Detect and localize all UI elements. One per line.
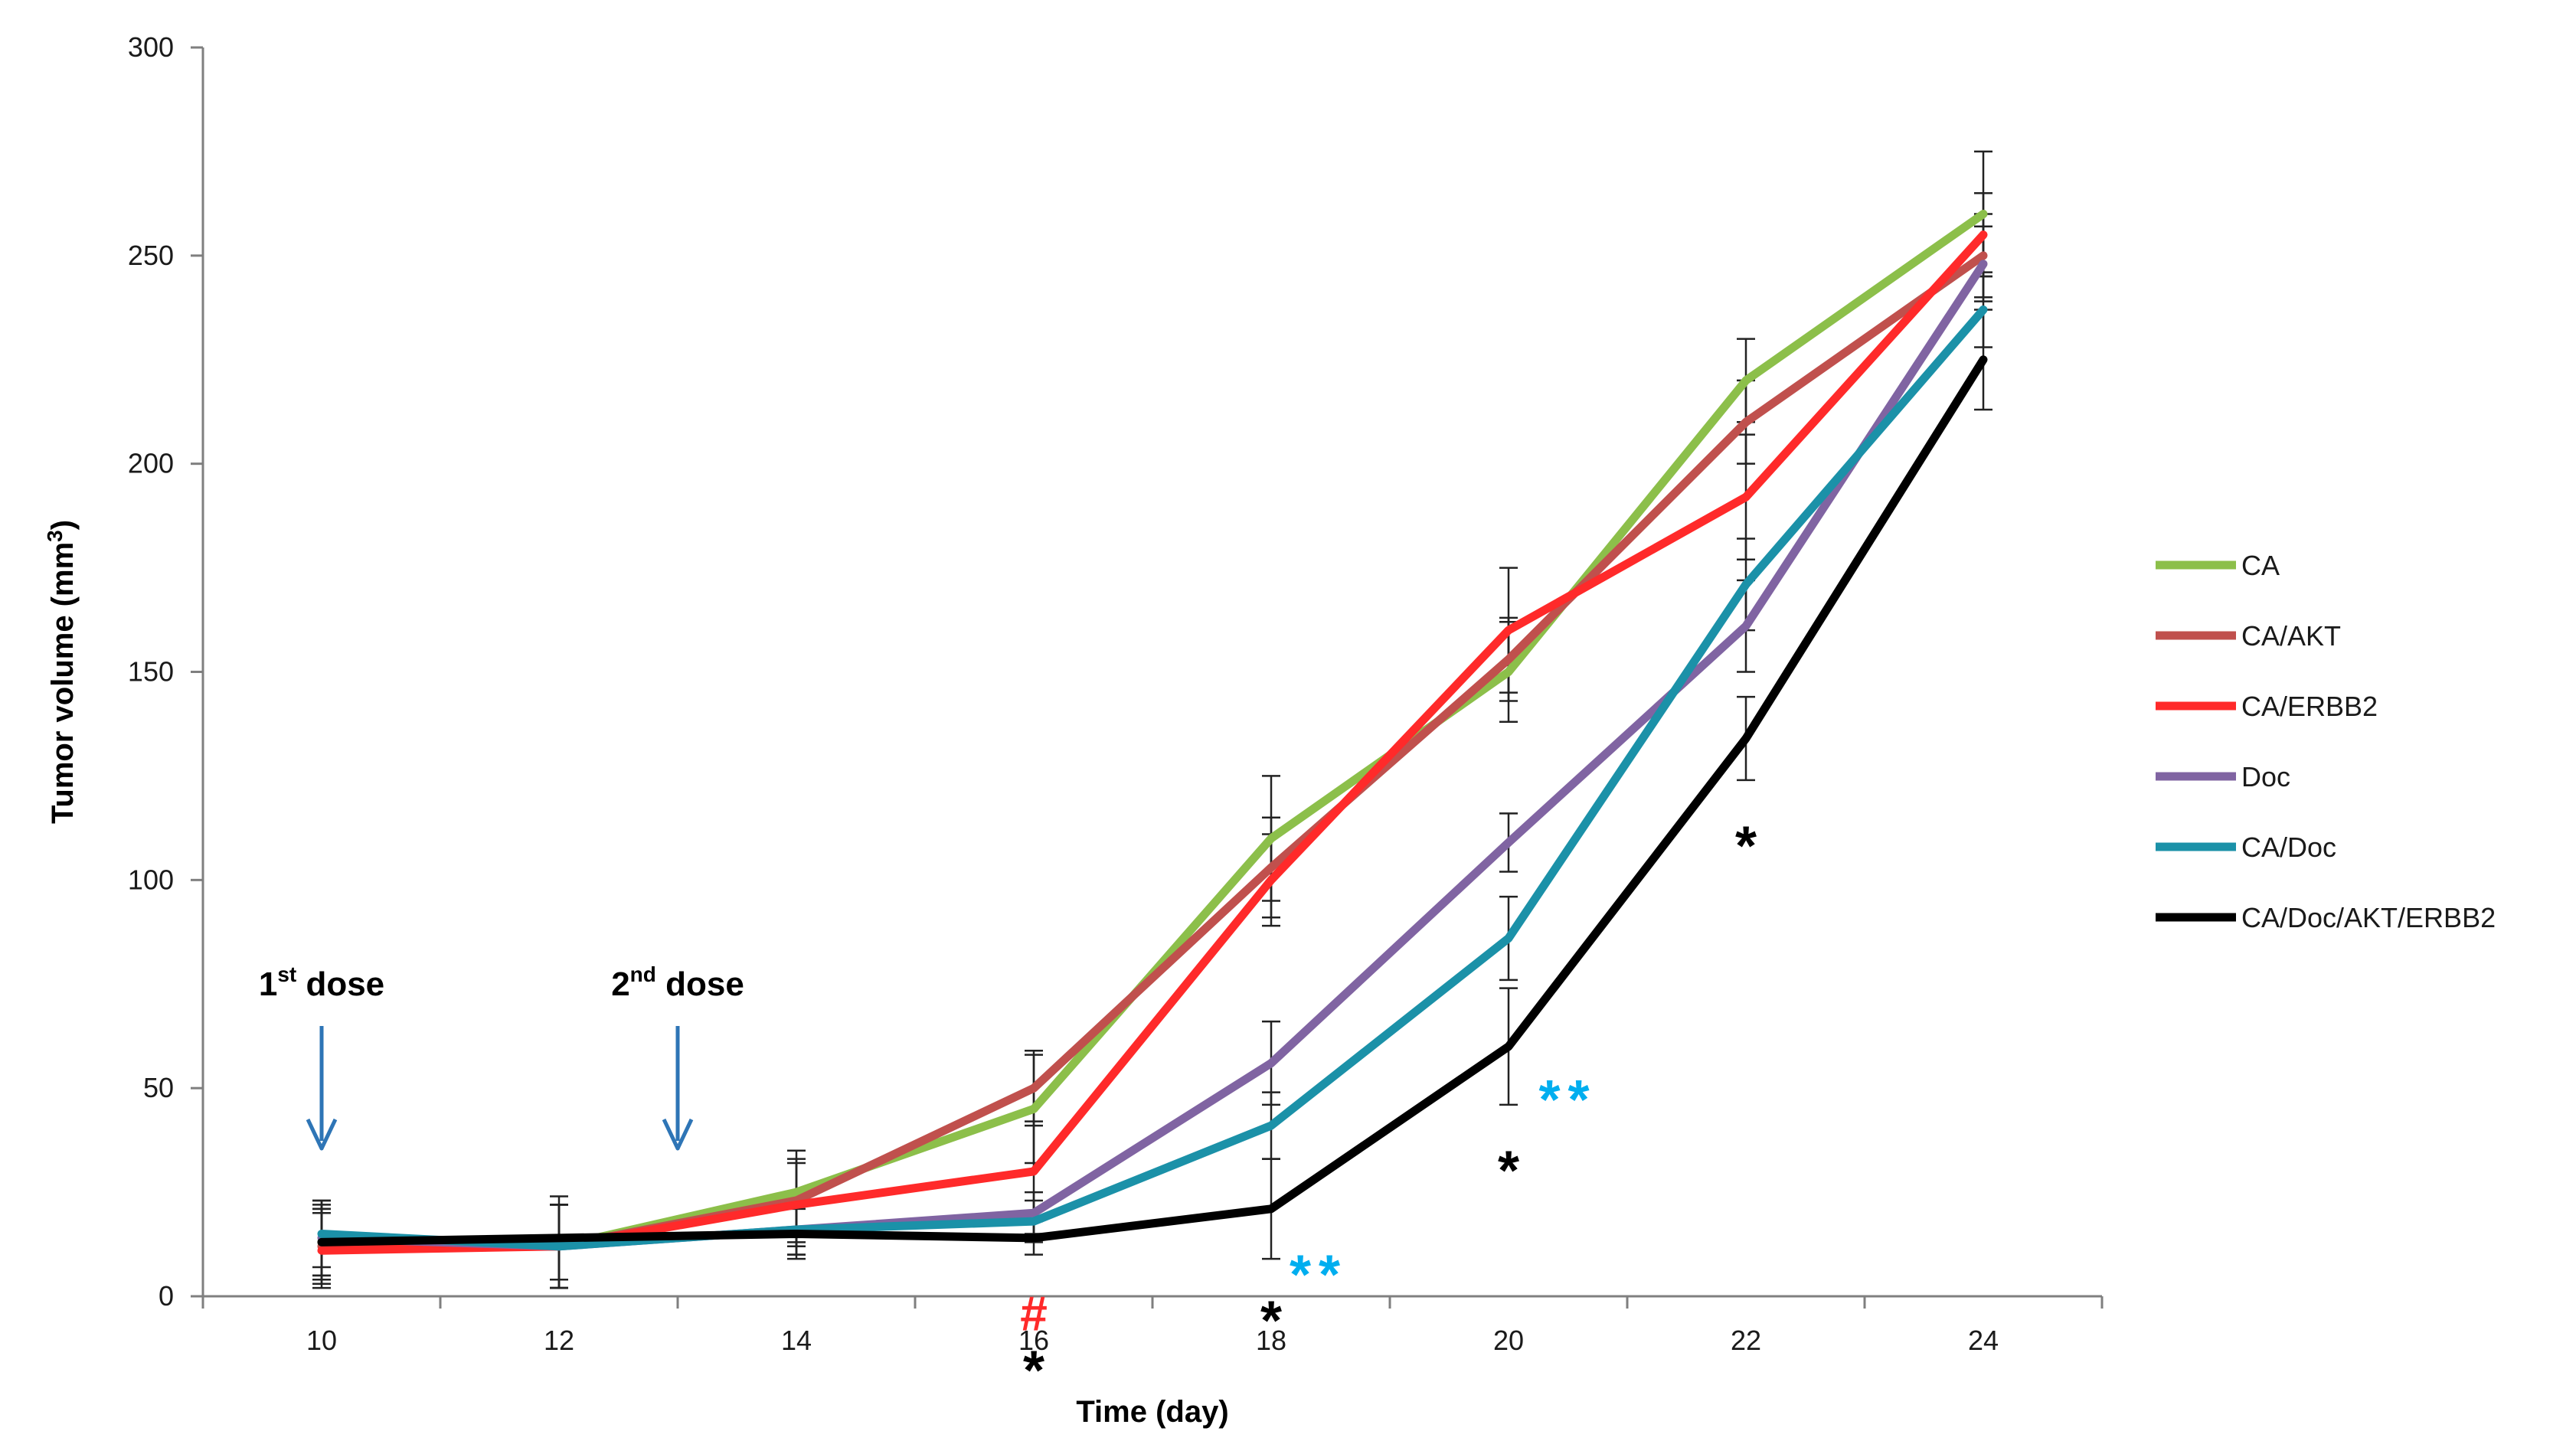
dose-label: 2nd dose — [611, 962, 744, 1003]
legend-label: Doc — [2241, 761, 2290, 792]
dose-suffix-sup: st — [277, 962, 296, 986]
dose-number: 1 — [259, 966, 277, 1003]
y-tick-label: 300 — [128, 31, 174, 63]
significance-marker: ** — [1538, 1070, 1597, 1131]
y-tick-label: 0 — [159, 1280, 174, 1312]
y-tick-label: 50 — [143, 1072, 174, 1103]
legend-label: CA/AKT — [2241, 620, 2341, 652]
legend-label: CA/Doc/AKT/ERBB2 — [2241, 902, 2496, 933]
significance-marker: * — [1260, 1290, 1282, 1351]
significance-marker: * — [1023, 1341, 1044, 1402]
significance-marker: * — [1735, 816, 1757, 877]
y-axis-title-close: ) — [46, 520, 80, 530]
significance-markers: #******** — [1020, 816, 1757, 1402]
dose-label: 1st dose — [259, 962, 384, 1003]
y-axis-title: Tumor volume (mm3) — [43, 520, 80, 824]
x-tick-label: 12 — [544, 1325, 574, 1356]
legend-label: CA/Doc — [2241, 832, 2336, 863]
x-tick-label: 14 — [781, 1325, 812, 1356]
series-lines — [317, 209, 1988, 1255]
series-line — [317, 306, 1988, 1251]
legend: CA CA/AKT CA/ERBB2 Doc CA/Doc CA/Doc/AKT/ERBB… — [2156, 550, 2496, 933]
dose-word: dose — [656, 966, 744, 1003]
x-tick-label: 24 — [1968, 1325, 1999, 1356]
significance-marker: ** — [1290, 1245, 1348, 1306]
dose-arrow-head — [662, 1118, 694, 1151]
y-tick-label: 150 — [128, 656, 174, 688]
x-ticks: 10 12 14 16 18 20 22 24 — [201, 1296, 2104, 1356]
dose-suffix-sup: nd — [630, 962, 656, 986]
y-tick-label: 100 — [128, 864, 174, 895]
y-ticks: 0 50 100 150 200 250 300 — [128, 31, 203, 1312]
y-axis-title-main: Tumor volume (mm — [46, 542, 80, 824]
legend-label: CA — [2241, 550, 2280, 581]
legend-label: CA/ERBB2 — [2241, 691, 2378, 722]
x-tick-label: 20 — [1493, 1325, 1524, 1356]
series-line — [317, 355, 1988, 1247]
dose-annotations: 1st dose 2nd dose — [259, 962, 744, 1151]
y-axis-title-sup: 3 — [43, 530, 67, 542]
x-tick-label: 22 — [1731, 1325, 1761, 1356]
significance-marker: * — [1498, 1141, 1519, 1202]
x-axis-title: Time (day) — [1076, 1395, 1228, 1429]
x-tick-label: 10 — [306, 1325, 337, 1356]
dose-arrow-head — [306, 1118, 338, 1151]
x-tick-label: 18 — [1256, 1325, 1286, 1356]
x-tick-label: 16 — [1018, 1325, 1049, 1356]
dose-word: dose — [296, 966, 384, 1003]
y-tick-label: 200 — [128, 448, 174, 479]
y-tick-label: 250 — [128, 240, 174, 271]
dose-number: 2 — [611, 966, 629, 1003]
significance-marker: # — [1020, 1286, 1048, 1341]
